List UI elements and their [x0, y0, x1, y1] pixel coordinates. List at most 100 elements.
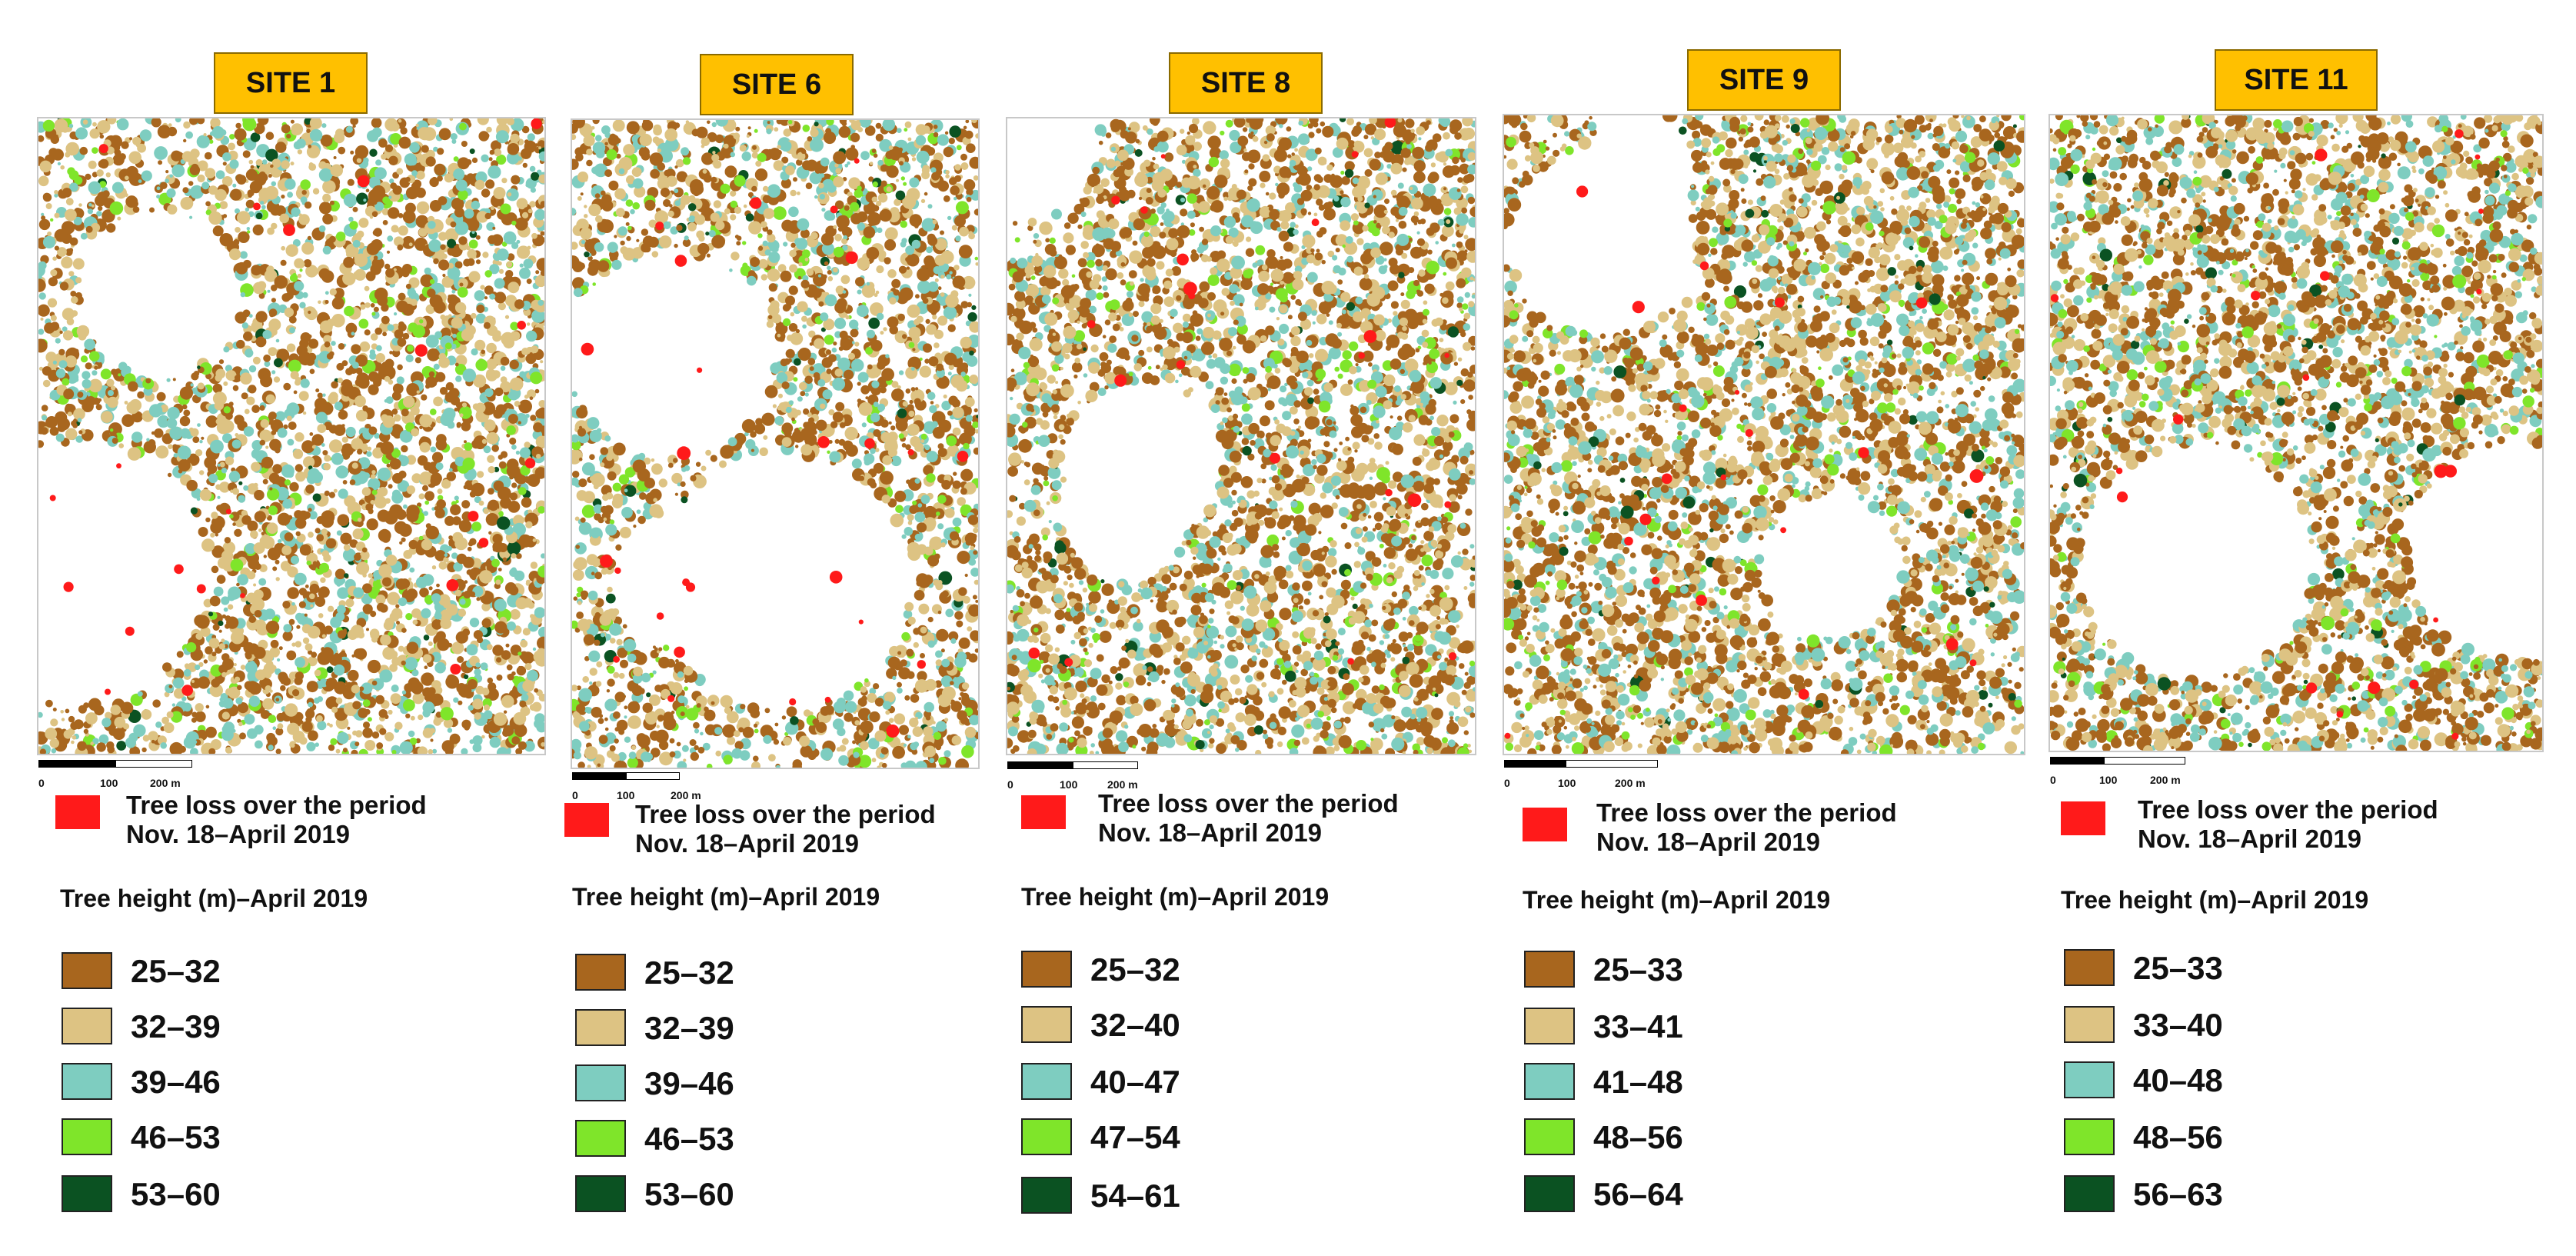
- tree-height-map[interactable]: [1006, 117, 1476, 755]
- scale-bar: 0 100 200 m: [572, 772, 701, 803]
- legend-title: Tree height (m)–April 2019: [1021, 883, 1330, 911]
- class-swatch: [1021, 1006, 1072, 1043]
- canopy-raster: [572, 120, 978, 768]
- legend-title: Tree height (m)–April 2019: [60, 885, 368, 912]
- tree-loss-swatch: [55, 795, 100, 829]
- class-label: 53–60: [644, 1176, 734, 1212]
- class-swatch: [2064, 1006, 2115, 1043]
- tree-loss-line2: Nov. 18–April 2019: [126, 820, 351, 848]
- class-label: 32–39: [644, 1010, 734, 1046]
- class-label: 41–48: [1593, 1064, 1683, 1100]
- tree-loss-line2: Nov. 18–April 2019: [635, 829, 860, 858]
- class-label: 48–56: [1593, 1119, 1683, 1155]
- tree-height-map[interactable]: [2048, 114, 2544, 752]
- class-label: 40–48: [2133, 1062, 2223, 1098]
- class-label: 32–39: [131, 1008, 221, 1044]
- scale-tick-200: 200 m: [2150, 774, 2181, 786]
- scale-tick-0: 0: [1007, 778, 1013, 791]
- scale-bar: 0 100 200 m: [2050, 757, 2185, 788]
- class-label: 25–32: [1090, 951, 1180, 988]
- tree-height-map[interactable]: [37, 117, 546, 755]
- scale-tick-200: 200 m: [1107, 778, 1138, 791]
- tree-loss-line1: Tree loss over the period: [126, 791, 427, 819]
- legend-title: Tree height (m)–April 2019: [2061, 886, 2369, 914]
- tree-loss-line1: Tree loss over the period: [1098, 789, 1399, 818]
- tree-loss-line2: Nov. 18–April 2019: [1098, 818, 1323, 847]
- scale-bar: 0 100 200 m: [1007, 761, 1138, 792]
- tree-loss-line1: Tree loss over the period: [635, 800, 936, 828]
- class-swatch: [1524, 1008, 1575, 1044]
- scale-tick-100: 100: [617, 789, 635, 801]
- tree-loss-line2: Nov. 18–April 2019: [1596, 828, 1821, 856]
- scale-bar: 0 100 200 m: [1504, 760, 1658, 791]
- class-swatch: [1021, 1118, 1072, 1155]
- class-label: 46–53: [644, 1121, 734, 1157]
- class-swatch: [62, 952, 112, 989]
- class-label: 33–41: [1593, 1008, 1683, 1044]
- class-swatch: [62, 1118, 112, 1155]
- class-swatch: [1524, 1118, 1575, 1155]
- class-label: 40–47: [1090, 1064, 1180, 1100]
- site-label: SITE 11: [2215, 49, 2378, 111]
- class-swatch: [575, 1064, 626, 1101]
- tree-height-map[interactable]: [571, 118, 980, 769]
- tree-loss-line1: Tree loss over the period: [1596, 798, 1897, 827]
- class-label: 53–60: [131, 1176, 221, 1212]
- class-swatch: [1021, 1177, 1072, 1214]
- class-swatch: [62, 1063, 112, 1100]
- legend-title: Tree height (m)–April 2019: [1523, 886, 1831, 914]
- site-label: SITE 9: [1687, 49, 1841, 111]
- tree-loss-swatch: [564, 803, 609, 837]
- class-swatch: [62, 1008, 112, 1044]
- site-label: SITE 8: [1169, 52, 1323, 114]
- class-swatch: [1021, 1063, 1072, 1100]
- scale-tick-200: 200 m: [671, 789, 701, 801]
- canopy-raster: [2050, 115, 2542, 751]
- class-label: 56–63: [2133, 1176, 2223, 1212]
- scale-tick-0: 0: [572, 789, 578, 801]
- class-label: 39–46: [644, 1065, 734, 1101]
- class-swatch: [575, 1175, 626, 1212]
- class-label: 25–32: [644, 954, 734, 991]
- canopy-raster: [1504, 115, 2024, 754]
- site-label: SITE 1: [214, 52, 368, 114]
- class-label: 47–54: [1090, 1119, 1180, 1155]
- class-swatch: [2064, 1175, 2115, 1212]
- class-swatch: [2064, 1118, 2115, 1155]
- scale-bar: 0 100 200 m: [38, 760, 192, 791]
- scale-tick-0: 0: [38, 777, 45, 789]
- class-swatch: [575, 1120, 626, 1157]
- scale-tick-200: 200 m: [1615, 777, 1646, 789]
- class-swatch: [1524, 951, 1575, 988]
- scale-tick-100: 100: [2099, 774, 2118, 786]
- scale-tick-0: 0: [1504, 777, 1510, 789]
- tree-loss-swatch: [1523, 808, 1567, 841]
- class-swatch: [1021, 951, 1072, 988]
- class-label: 25–33: [2133, 950, 2223, 986]
- tree-loss-swatch: [1021, 795, 1066, 829]
- tree-loss-swatch: [2061, 801, 2105, 835]
- class-label: 56–64: [1593, 1176, 1683, 1212]
- class-swatch: [2064, 949, 2115, 986]
- class-label: 33–40: [2133, 1007, 2223, 1043]
- class-swatch: [1524, 1063, 1575, 1100]
- class-label: 48–56: [2133, 1119, 2223, 1155]
- class-label: 46–53: [131, 1119, 221, 1155]
- class-swatch: [575, 1009, 626, 1046]
- scale-tick-200: 200 m: [150, 777, 181, 789]
- class-label: 25–33: [1593, 951, 1683, 988]
- class-swatch: [62, 1175, 112, 1212]
- scale-tick-0: 0: [2050, 774, 2056, 786]
- legend-title: Tree height (m)–April 2019: [572, 883, 880, 911]
- site-label: SITE 6: [700, 54, 854, 115]
- canopy-raster: [1007, 118, 1475, 754]
- class-swatch: [2064, 1061, 2115, 1098]
- class-label: 39–46: [131, 1064, 221, 1100]
- scale-tick-100: 100: [1060, 778, 1078, 791]
- tree-height-map[interactable]: [1503, 114, 2025, 755]
- class-swatch: [1524, 1175, 1575, 1212]
- class-label: 32–40: [1090, 1007, 1180, 1043]
- class-label: 25–32: [131, 953, 221, 989]
- scale-tick-100: 100: [1558, 777, 1576, 789]
- tree-loss-line1: Tree loss over the period: [2138, 795, 2438, 824]
